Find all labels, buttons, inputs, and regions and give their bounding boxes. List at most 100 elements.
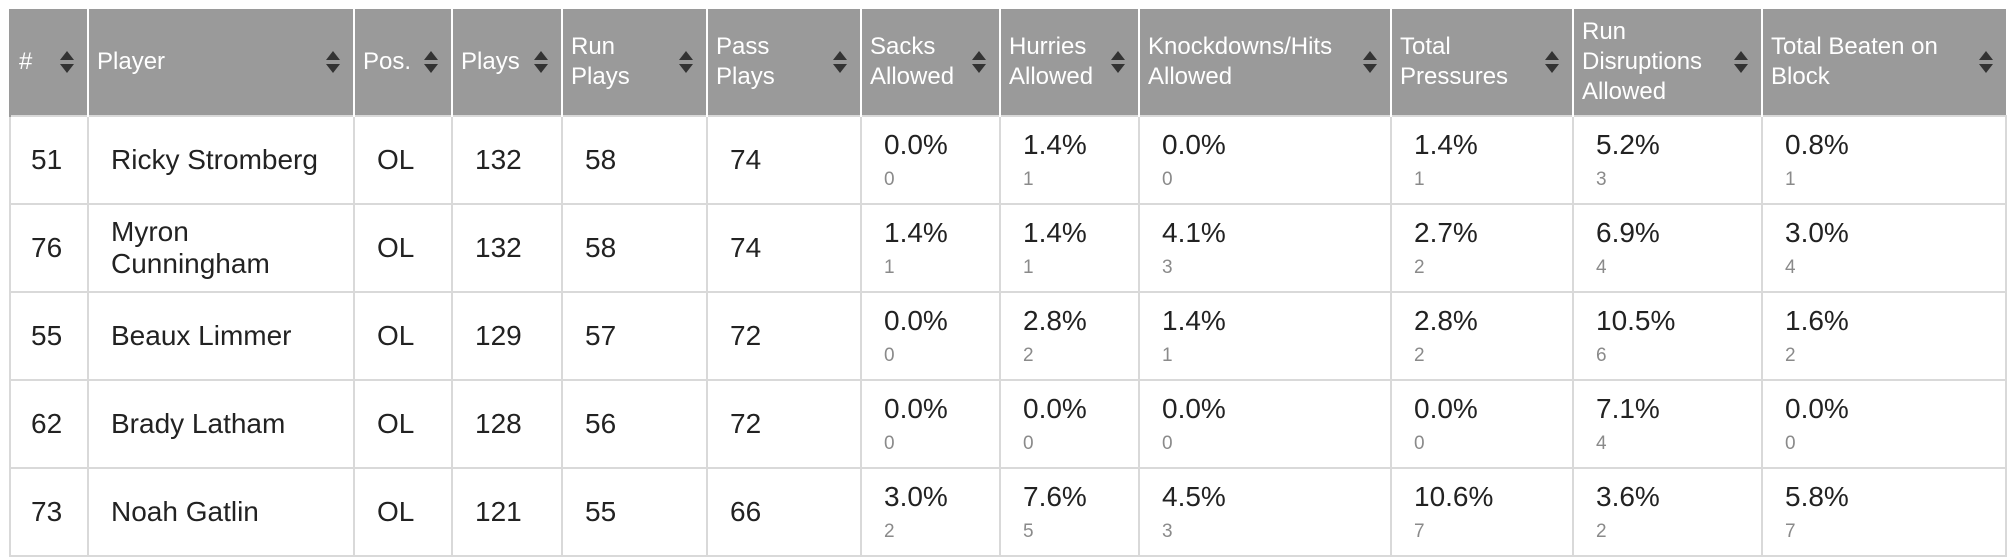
col-header-knockdowns-allowed[interactable]: Knockdowns/Hits Allowed bbox=[1138, 9, 1391, 116]
cell-number: 76 bbox=[9, 203, 89, 293]
col-header-pass-plays[interactable]: Pass Plays bbox=[706, 9, 861, 116]
blocking-stats-table: # Player Pos. Plays Run Plays Pass Plays… bbox=[9, 9, 2007, 557]
stat-pct: 5.2% bbox=[1596, 129, 1660, 160]
stat-count: 0 bbox=[884, 169, 895, 190]
sort-icon[interactable] bbox=[1363, 51, 1377, 73]
col-header-plays[interactable]: Plays bbox=[451, 9, 562, 116]
sort-icon[interactable] bbox=[534, 51, 548, 73]
cell-player: Noah Gatlin bbox=[87, 467, 355, 557]
stat-pct: 6.9% bbox=[1596, 217, 1660, 248]
cell-number: 73 bbox=[9, 467, 89, 557]
cell-beaten: 1.6% 2 bbox=[1761, 291, 2007, 381]
cell-plays: 129 bbox=[451, 291, 563, 381]
cell-knockdowns: 1.4% 1 bbox=[1138, 291, 1392, 381]
stat-count: 4 bbox=[1596, 433, 1607, 454]
stat-pct: 1.4% bbox=[1023, 129, 1087, 160]
cell-hurries: 2.8% 2 bbox=[999, 291, 1140, 381]
cell-plays: 121 bbox=[451, 467, 563, 557]
cell-number: 55 bbox=[9, 291, 89, 381]
col-header-run-disruptions[interactable]: Run Disruptions Allowed bbox=[1572, 9, 1762, 116]
cell-run-plays: 57 bbox=[561, 291, 708, 381]
sort-icon[interactable] bbox=[679, 51, 693, 73]
cell-position: OL bbox=[353, 467, 453, 557]
col-header-position[interactable]: Pos. bbox=[353, 9, 452, 116]
cell-knockdowns: 4.1% 3 bbox=[1138, 203, 1392, 293]
table-row: 51 Ricky Stromberg OL 132 58 74 0.0% 0 1.… bbox=[9, 115, 2007, 205]
stat-pct: 0.0% bbox=[1023, 393, 1087, 424]
stat-pct: 5.8% bbox=[1785, 481, 1849, 512]
cell-hurries: 0.0% 0 bbox=[999, 379, 1140, 469]
col-header-player[interactable]: Player bbox=[87, 9, 354, 116]
cell-plays: 132 bbox=[451, 115, 563, 205]
stat-count: 3 bbox=[1596, 169, 1607, 190]
sort-icon[interactable] bbox=[972, 51, 986, 73]
sort-icon[interactable] bbox=[326, 51, 340, 73]
table-row: 55 Beaux Limmer OL 129 57 72 0.0% 0 2.8% 2… bbox=[9, 291, 2007, 381]
stat-pct: 0.0% bbox=[1162, 129, 1226, 160]
stat-count: 3 bbox=[1162, 521, 1173, 542]
stat-pct: 2.7% bbox=[1414, 217, 1478, 248]
stat-pct: 1.4% bbox=[1023, 217, 1087, 248]
cell-run-disruptions: 3.6% 2 bbox=[1572, 467, 1763, 557]
sort-icon[interactable] bbox=[1111, 51, 1125, 73]
table-row: 62 Brady Latham OL 128 56 72 0.0% 0 0.0% 0… bbox=[9, 379, 2007, 469]
stat-pct: 0.0% bbox=[884, 305, 948, 336]
col-header-sacks-allowed[interactable]: Sacks Allowed bbox=[860, 9, 1000, 116]
cell-beaten: 0.0% 0 bbox=[1761, 379, 2007, 469]
cell-number: 62 bbox=[9, 379, 89, 469]
cell-pass-plays: 72 bbox=[706, 379, 862, 469]
cell-knockdowns: 4.5% 3 bbox=[1138, 467, 1392, 557]
stat-count: 0 bbox=[1785, 433, 1796, 454]
cell-pressures: 1.4% 1 bbox=[1390, 115, 1574, 205]
cell-position: OL bbox=[353, 291, 453, 381]
cell-knockdowns: 0.0% 0 bbox=[1138, 379, 1392, 469]
cell-sacks: 0.0% 0 bbox=[860, 291, 1001, 381]
cell-run-plays: 58 bbox=[561, 115, 708, 205]
cell-pressures: 2.8% 2 bbox=[1390, 291, 1574, 381]
col-header-run-plays[interactable]: Run Plays bbox=[561, 9, 707, 116]
stat-count: 5 bbox=[1023, 521, 1034, 542]
col-header-number[interactable]: # bbox=[9, 9, 88, 116]
stat-pct: 1.6% bbox=[1785, 305, 1849, 336]
col-header-hurries-allowed[interactable]: Hurries Allowed bbox=[999, 9, 1139, 116]
stat-count: 1 bbox=[1023, 169, 1034, 190]
cell-pass-plays: 74 bbox=[706, 203, 862, 293]
col-header-total-pressures[interactable]: Total Pressures bbox=[1390, 9, 1573, 116]
cell-pass-plays: 74 bbox=[706, 115, 862, 205]
stat-count: 6 bbox=[1596, 345, 1607, 366]
stat-count: 4 bbox=[1785, 257, 1796, 278]
sort-icon[interactable] bbox=[424, 51, 438, 73]
cell-pressures: 2.7% 2 bbox=[1390, 203, 1574, 293]
stat-count: 0 bbox=[1162, 169, 1173, 190]
stat-count: 7 bbox=[1785, 521, 1796, 542]
stat-pct: 4.5% bbox=[1162, 481, 1226, 512]
cell-pass-plays: 72 bbox=[706, 291, 862, 381]
cell-number: 51 bbox=[9, 115, 89, 205]
stat-pct: 3.6% bbox=[1596, 481, 1660, 512]
sort-icon[interactable] bbox=[833, 51, 847, 73]
sort-icon[interactable] bbox=[1734, 51, 1748, 73]
stat-pct: 0.0% bbox=[1785, 393, 1849, 424]
cell-plays: 128 bbox=[451, 379, 563, 469]
sort-icon[interactable] bbox=[1979, 51, 1993, 73]
cell-position: OL bbox=[353, 203, 453, 293]
stat-count: 0 bbox=[1162, 433, 1173, 454]
cell-knockdowns: 0.0% 0 bbox=[1138, 115, 1392, 205]
stat-pct: 1.4% bbox=[1414, 129, 1478, 160]
stats-table-container: # Player Pos. Plays Run Plays Pass Plays… bbox=[9, 9, 2007, 557]
stat-count: 1 bbox=[1414, 169, 1425, 190]
stat-pct: 0.8% bbox=[1785, 129, 1849, 160]
stat-pct: 7.6% bbox=[1023, 481, 1087, 512]
cell-player: Ricky Stromberg bbox=[87, 115, 355, 205]
stat-pct: 4.1% bbox=[1162, 217, 1226, 248]
stat-count: 4 bbox=[1596, 257, 1607, 278]
sort-icon[interactable] bbox=[1545, 51, 1559, 73]
cell-run-disruptions: 6.9% 4 bbox=[1572, 203, 1763, 293]
sort-icon[interactable] bbox=[60, 51, 74, 73]
cell-plays: 132 bbox=[451, 203, 563, 293]
col-header-total-beaten[interactable]: Total Beaten on Block bbox=[1761, 9, 2006, 116]
stat-count: 1 bbox=[1023, 257, 1034, 278]
stat-pct: 7.1% bbox=[1596, 393, 1660, 424]
stat-pct: 0.0% bbox=[884, 129, 948, 160]
cell-run-disruptions: 5.2% 3 bbox=[1572, 115, 1763, 205]
